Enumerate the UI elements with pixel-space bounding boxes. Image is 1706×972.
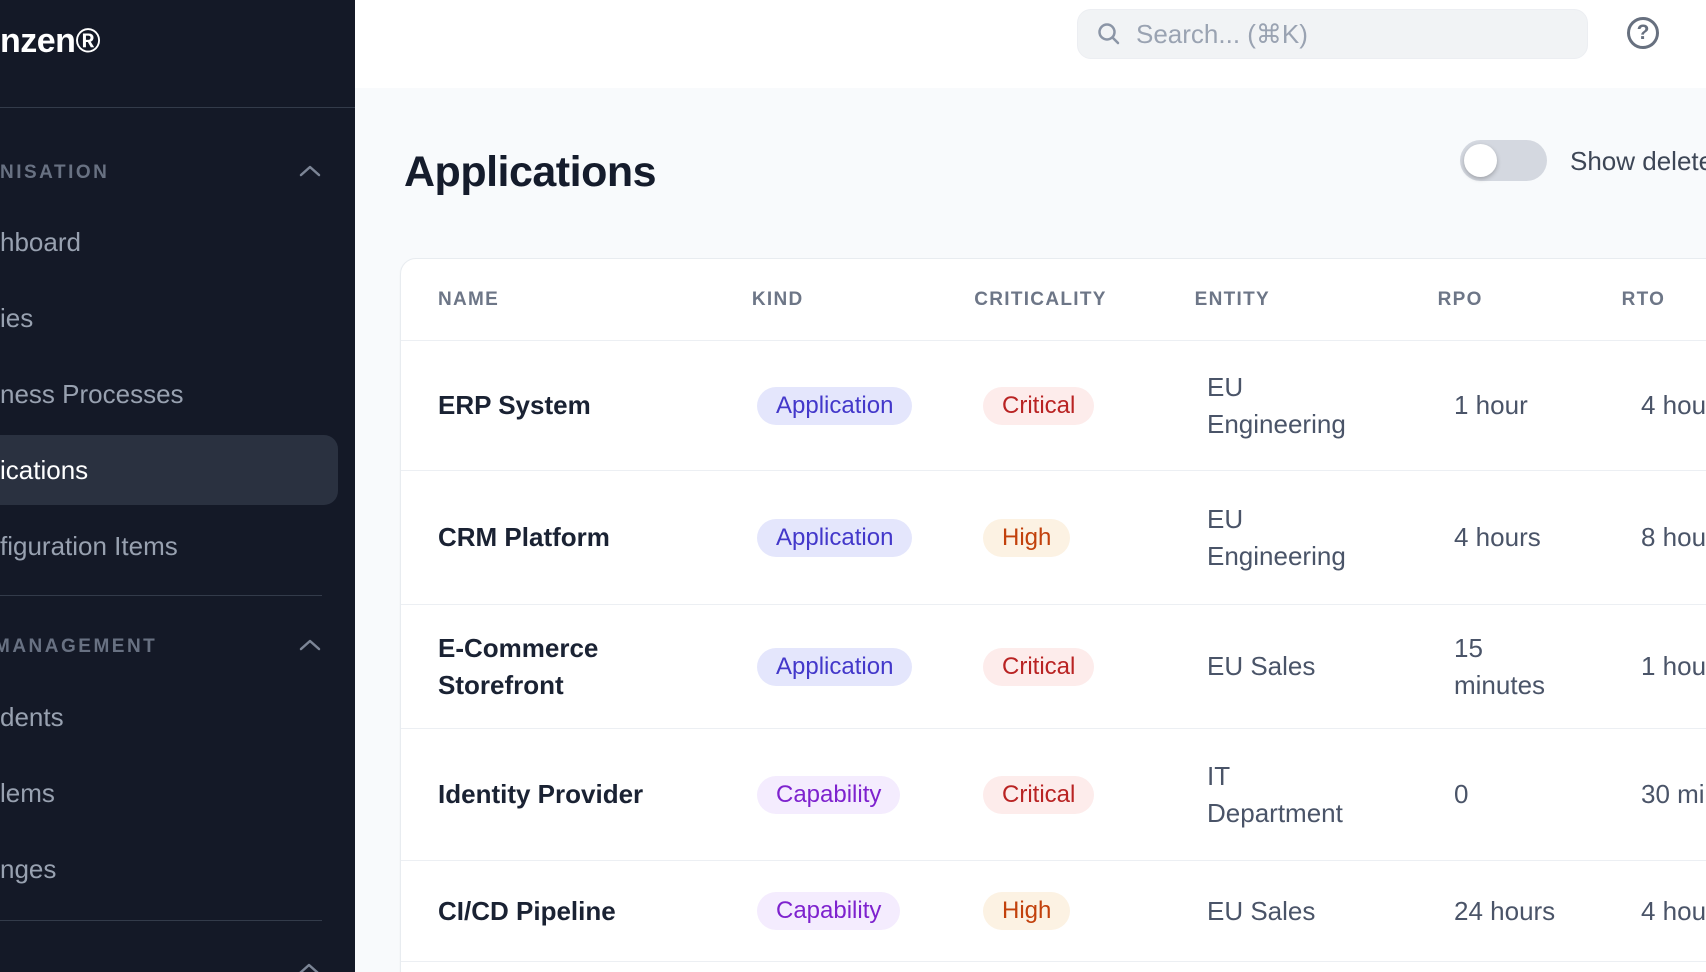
- table-body: ERP System Application Critical EU Engineer…: [401, 341, 1706, 962]
- cell-name: ERP System: [438, 390, 591, 420]
- column-header-criticality[interactable]: CRITICALITY: [974, 288, 1107, 310]
- cell-name: Identity Provider: [438, 779, 644, 809]
- kind-badge: Application: [757, 647, 913, 686]
- sidebar-item[interactable]: lems: [0, 777, 55, 808]
- cell-rpo: 0: [1454, 779, 1469, 809]
- page-title: Applications: [404, 148, 657, 196]
- search-input[interactable]: [1136, 18, 1569, 50]
- sidebar-item[interactable]: figuration Items: [0, 530, 178, 561]
- column-header-entity[interactable]: ENTITY: [1194, 288, 1270, 310]
- sidebar-item[interactable]: ications: [0, 435, 338, 505]
- sidebar-group-organisation: hboard ies ness Processes ications figuratio…: [0, 207, 355, 581]
- criticality-badge: Critical: [983, 647, 1095, 686]
- sidebar-item[interactable]: ness Processes: [0, 378, 184, 409]
- cell-rto: 8 hours: [1641, 522, 1706, 552]
- topbar: ?: [355, 0, 1706, 88]
- sidebar-section-management[interactable]: MANAGEMENT: [0, 622, 355, 672]
- kind-badge: Capability: [757, 775, 901, 814]
- cell-entity: EU Engineering: [1207, 503, 1346, 571]
- sidebar-section-label: MANAGEMENT: [0, 636, 158, 657]
- cell-entity: IT Department: [1207, 760, 1343, 828]
- table-row[interactable]: ERP System Application Critical EU Engineer…: [401, 341, 1706, 471]
- sidebar-item[interactable]: nges: [0, 853, 57, 884]
- sidebar-group-management: dents lems nges: [0, 682, 355, 904]
- kind-badge: Application: [757, 518, 913, 557]
- column-header-name[interactable]: NAME: [438, 288, 500, 310]
- show-deleted-toggle[interactable]: [1460, 140, 1547, 181]
- main-content: Applications Show deleted NAME KIND CRIT…: [355, 88, 1706, 972]
- cell-entity: EU Sales: [1207, 651, 1316, 681]
- sidebar-divider: [0, 920, 322, 921]
- criticality-badge: Critical: [983, 775, 1095, 814]
- criticality-badge: Critical: [983, 386, 1095, 425]
- cell-rpo: 24 hours: [1454, 895, 1556, 926]
- cell-rpo: 15 minutes: [1454, 632, 1546, 700]
- chevron-up-icon[interactable]: [299, 164, 321, 182]
- kind-badge: Capability: [757, 892, 901, 930]
- table-row[interactable]: CI/CD Pipeline Capability High EU Sales 24 h…: [401, 861, 1706, 962]
- toggle-knob: [1464, 144, 1497, 177]
- sidebar: nzen® NISATION hboard ies ness Processes ic…: [0, 0, 355, 972]
- column-header-rpo[interactable]: RPO: [1437, 288, 1483, 310]
- table-row[interactable]: Identity Provider Capability Critical IT De…: [401, 729, 1706, 861]
- chevron-up-icon[interactable]: [298, 962, 320, 972]
- cell-rpo: 1 hour: [1454, 390, 1528, 420]
- table-header-row: NAME KIND CRITICALITY ENTITY RPO RTO: [401, 259, 1706, 341]
- cell-rto: 4 hours: [1641, 895, 1706, 926]
- cell-rpo: 4 hours: [1454, 522, 1541, 552]
- cell-name: CI/CD Pipeline: [438, 895, 616, 926]
- cell-name: E-Commerce Storefront: [438, 632, 599, 700]
- sidebar-section-label: NISATION: [0, 162, 110, 183]
- column-header-kind[interactable]: KIND: [751, 288, 804, 310]
- table-row[interactable]: E-Commerce Storefront Application Critical…: [401, 605, 1706, 729]
- sidebar-item[interactable]: dents: [0, 701, 64, 732]
- cell-rto: 30 minutes: [1641, 779, 1706, 809]
- sidebar-divider: [0, 107, 355, 108]
- search-icon: [1096, 21, 1122, 47]
- cell-name: CRM Platform: [438, 522, 610, 552]
- cell-entity: EU Sales: [1207, 895, 1316, 926]
- help-icon[interactable]: ?: [1627, 17, 1659, 49]
- show-deleted-label: Show deleted: [1570, 146, 1706, 176]
- chevron-up-icon[interactable]: [299, 638, 321, 656]
- criticality-badge: High: [983, 518, 1071, 557]
- criticality-badge: High: [983, 892, 1071, 930]
- sidebar-item[interactable]: ies: [0, 302, 34, 333]
- cell-entity: EU Engineering: [1207, 371, 1346, 439]
- sidebar-section-organisation[interactable]: NISATION: [0, 148, 355, 198]
- table-row[interactable]: CRM Platform Application High EU Engineerin…: [401, 471, 1706, 605]
- sidebar-item[interactable]: hboard: [0, 226, 81, 257]
- column-header-rto[interactable]: RTO: [1621, 288, 1666, 310]
- applications-table: NAME KIND CRITICALITY ENTITY RPO RTO ERP…: [400, 258, 1706, 972]
- search-box[interactable]: [1077, 9, 1588, 59]
- app-logo: nzen®: [0, 22, 101, 60]
- sidebar-divider: [0, 595, 322, 596]
- cell-rto: 4 hours: [1641, 390, 1706, 420]
- kind-badge: Application: [757, 386, 913, 425]
- cell-rto: 1 hour: [1641, 651, 1706, 681]
